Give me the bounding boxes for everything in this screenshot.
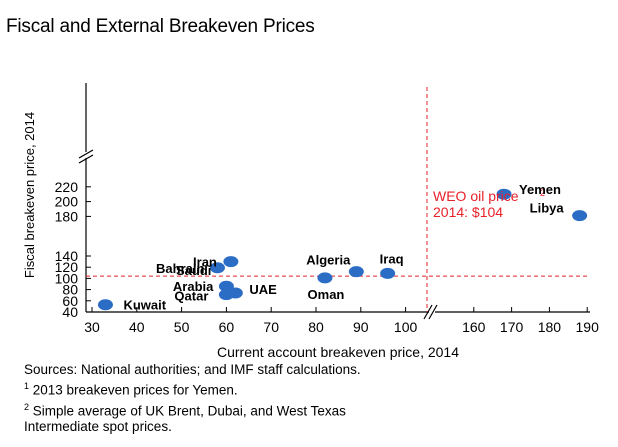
data-point bbox=[496, 188, 512, 200]
x-tick-label: 90 bbox=[353, 319, 369, 335]
x-tick-label: 100 bbox=[394, 319, 418, 335]
point-label: Arabia bbox=[173, 279, 214, 294]
footnote-2-cont: Intermediate spot prices. bbox=[24, 419, 172, 434]
data-point bbox=[209, 262, 225, 274]
x-axis-break-gap bbox=[429, 306, 435, 318]
x-tick-label: 80 bbox=[308, 319, 324, 335]
y-tick-label: 180 bbox=[55, 208, 79, 224]
y-tick-label: 100 bbox=[55, 270, 79, 286]
point-label: UAE bbox=[249, 282, 277, 297]
x-tick-label: 190 bbox=[576, 319, 600, 335]
x-tick-label: 180 bbox=[538, 319, 562, 335]
point-label: Qatar bbox=[174, 289, 208, 304]
x-axis-break-mark bbox=[428, 304, 438, 320]
y-axis-break-gap bbox=[80, 152, 92, 158]
point-label: Yemen bbox=[519, 182, 561, 197]
data-point bbox=[317, 272, 333, 284]
point-label: Iraq bbox=[380, 251, 404, 266]
reference-label-line1: WEO oil price bbox=[433, 188, 519, 204]
point-label: Saudi bbox=[176, 263, 211, 278]
y-axis-break-mark bbox=[78, 149, 94, 159]
point-label: Kuwait bbox=[123, 298, 166, 313]
data-point bbox=[227, 287, 243, 299]
y-tick-label: 60 bbox=[62, 293, 78, 309]
data-point bbox=[97, 299, 113, 311]
x-tick-label: 30 bbox=[84, 319, 100, 335]
x-tick-label: 60 bbox=[219, 319, 235, 335]
x-tick-label: 70 bbox=[263, 319, 279, 335]
reference-label-line2: 2014: $104 bbox=[433, 204, 503, 220]
data-point bbox=[380, 267, 396, 279]
data-point bbox=[572, 210, 588, 222]
y-axis-label: Fiscal breakeven price, 2014 bbox=[22, 112, 37, 278]
point-label: Oman bbox=[308, 287, 345, 302]
chart-marks bbox=[86, 87, 590, 312]
chart-title: Fiscal and External Breakeven Prices bbox=[6, 16, 315, 37]
data-point bbox=[223, 256, 239, 268]
footnote-1: 1 2013 breakeven prices for Yemen. bbox=[24, 381, 238, 398]
point-label: Libya bbox=[530, 201, 565, 216]
y-tick-label: 120 bbox=[55, 259, 79, 275]
x-axis-label: Current account breakeven price, 2014 bbox=[217, 344, 459, 360]
y-tick-label: 220 bbox=[55, 179, 79, 195]
y-axis-break-mark bbox=[78, 154, 94, 164]
point-label: Bahrain bbox=[156, 261, 204, 276]
data-point bbox=[348, 266, 364, 278]
y-tick-label: 40 bbox=[62, 304, 78, 320]
x-tick-label: 170 bbox=[500, 319, 524, 335]
x-axis-break-mark bbox=[423, 304, 433, 320]
x-tick-label: 160 bbox=[462, 319, 486, 335]
point-label: Iran bbox=[193, 255, 217, 270]
reference-label-sup: 2 bbox=[540, 188, 545, 198]
chart-notes: Sources: National authorities; and IMF s… bbox=[24, 362, 361, 435]
footnote-2: 2 Simple average of UK Brent, Dubai, and… bbox=[24, 401, 346, 419]
y-tick-label: 80 bbox=[62, 282, 78, 298]
point-label: Algeria bbox=[306, 253, 351, 268]
y-tick-label: 140 bbox=[55, 248, 79, 264]
x-tick-label: 40 bbox=[129, 319, 145, 335]
chart-labels: WEO oil price 2 2014: $104 Kuwait Qatar UAE Sa… bbox=[123, 182, 564, 313]
data-point bbox=[218, 280, 234, 292]
sources-note: Sources: National authorities; and IMF s… bbox=[24, 362, 361, 377]
y-tick-label: 200 bbox=[55, 194, 79, 210]
x-tick-label: 50 bbox=[174, 319, 190, 335]
